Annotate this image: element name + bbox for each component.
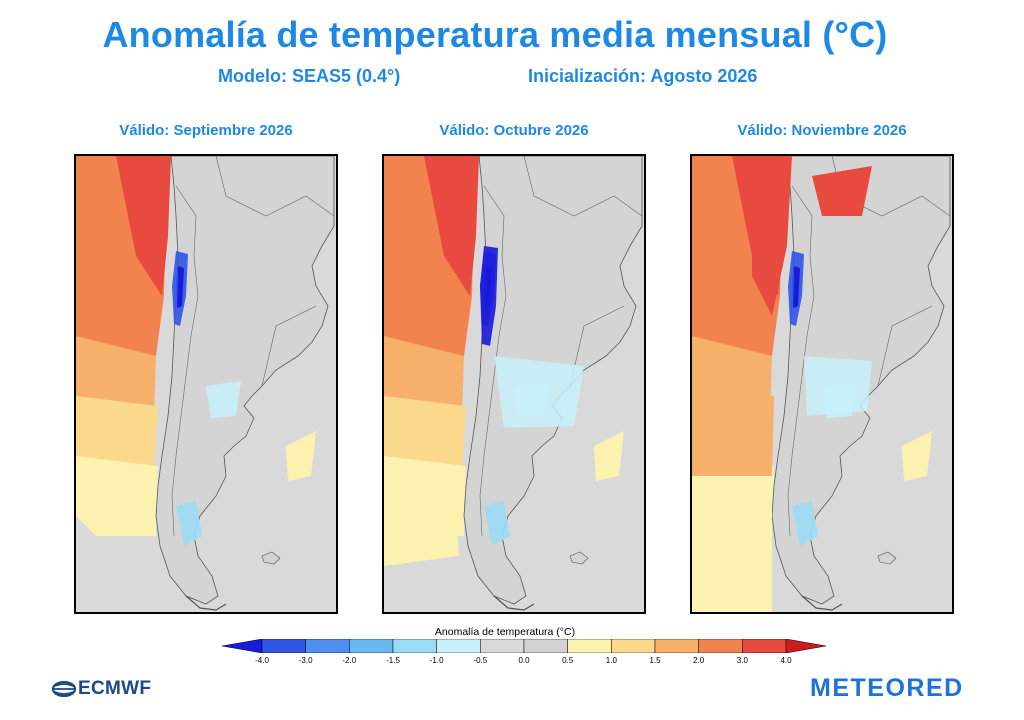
colorbar-swatch (261, 639, 306, 653)
colorbar-tick-label: -1.5 (386, 656, 400, 665)
colorbar-swatch (305, 639, 350, 653)
anomaly-map-2 (384, 156, 644, 612)
colorbar-swatch (480, 639, 525, 653)
ecmwf-logo: ECMWF (52, 678, 151, 700)
ecmwf-icon (52, 680, 76, 697)
colorbar-tick-label: -3.0 (298, 656, 313, 665)
map-panel-1 (74, 154, 338, 614)
colorbar-swatch (611, 639, 656, 653)
anomaly-map-1 (76, 156, 336, 612)
colorbar (222, 639, 826, 653)
ecmwf-text: ECMWF (78, 678, 152, 699)
anomaly-map-3 (692, 156, 952, 612)
init-subtitle: Inicialización: Agosto 2026 (528, 66, 758, 86)
colorbar-swatch (742, 639, 787, 653)
colorbar-tick-label: 0.0 (518, 656, 530, 665)
colorbar-swatch (567, 639, 612, 653)
colorbar-swatch (523, 639, 568, 653)
colorbar-tick-label: 2.0 (693, 656, 705, 665)
colorbar-swatch (349, 639, 394, 653)
colorbar-swatch (392, 639, 437, 653)
colorbar-tick-label: 1.0 (605, 656, 617, 665)
colorbar-tick-label: -1.0 (429, 656, 444, 665)
map-panel-2 (382, 154, 646, 614)
colorbar-tick-label: -2.0 (342, 656, 357, 665)
colorbar-tick-label: 3.0 (736, 656, 748, 665)
panel-label-3: Válido: Noviembre 2026 (737, 122, 907, 139)
colorbar-tick-label: 0.5 (562, 656, 574, 665)
map-panel-3 (690, 154, 954, 614)
colorbar-title: Anomalía de temperatura (°C) (434, 626, 576, 638)
colorbar-extend-high (785, 639, 826, 653)
meteored-logo: METEORED (810, 674, 964, 702)
colorbar-extend-low (222, 639, 263, 653)
colorbar-tick-label: -4.0 (255, 656, 269, 665)
colorbar-tick-label: 1.5 (649, 656, 661, 665)
colorbar-swatch (654, 639, 699, 653)
colorbar-tick-label: 4.0 (780, 656, 792, 665)
panel-label-1: Válido: Septiembre 2026 (119, 122, 293, 139)
colorbar-tick-label: -0.5 (473, 656, 488, 665)
colorbar-swatch (698, 639, 743, 653)
page-title: Anomalía de temperatura media mensual (°… (102, 14, 888, 55)
model-subtitle: Modelo: SEAS5 (0.4°) (218, 66, 401, 86)
panel-label-2: Válido: Octubre 2026 (439, 122, 589, 139)
colorbar-swatch (436, 639, 481, 653)
